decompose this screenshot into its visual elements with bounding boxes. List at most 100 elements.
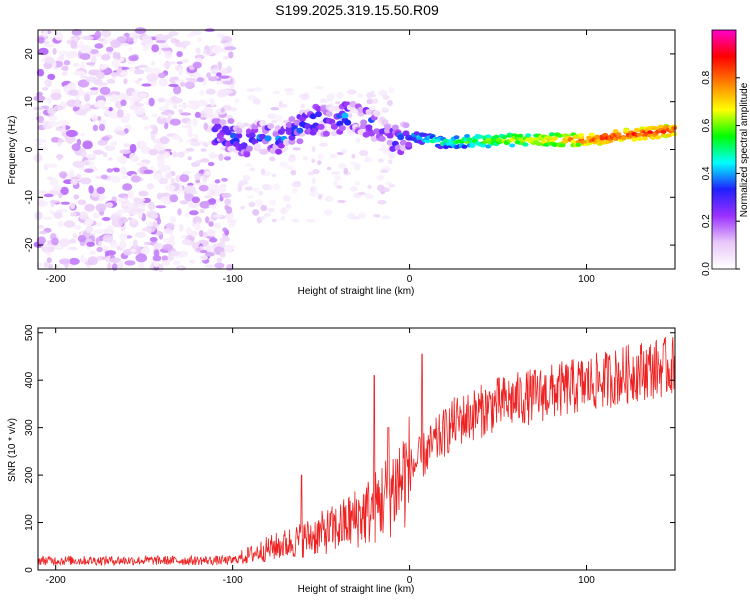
spectrogram-noise-blob [178,224,184,232]
spectrogram-noise-blob [79,211,89,220]
spectrogram-ridge-blob [227,118,235,124]
spectrogram-noise-blob [74,98,81,108]
spectrogram-noise-blob [246,195,255,199]
spectrogram-ridge-blob [442,145,449,150]
spectrogram-noise-blob [35,142,43,147]
spectrogram-noise-blob [110,39,122,48]
spectrogram-noise-blob [179,250,189,258]
spectrogram-ridge-blob [413,131,420,136]
spectrogram-noise-blob [138,92,148,98]
spectrogram-noise-blob [57,154,62,161]
spectrogram-noise-blob [249,167,255,172]
spectrogram-noise-blob [205,113,215,120]
spectrogram-noise-blob [163,227,174,235]
spectrogram-noise-blob [146,73,159,82]
spectrogram-noise-blob [53,211,63,219]
spectrogram-noise-blob [130,175,141,183]
spectrogram-ridge-blob [636,136,643,141]
spectrogram-noise-blob [60,186,69,196]
spectrogram-noise-blob [149,236,158,243]
spectrogram-noise-blob [348,112,353,119]
spectrogram-noise-blob [180,82,186,87]
spectrogram-noise-blob [157,217,161,225]
spectrogram-noise-blob [178,67,184,76]
spectrogram-noise-blob [261,168,266,176]
spectrogram-noise-blob [214,262,225,269]
spectrogram-noise-blob [330,171,341,175]
spectrogram-noise-blob [224,198,232,205]
spectrogram-noise-blob [70,176,80,180]
spectrogram-ridge-blob [660,129,667,134]
spectrogram-ridge-blob [397,134,405,141]
spectrogram-noise-blob [292,147,301,151]
spectrogram-noise-blob [82,35,94,41]
spectrogram-noise-blob [43,261,50,268]
spectrogram-noise-blob [165,172,173,180]
spectrogram-noise-blob [204,252,215,257]
spectrogram-noise-blob [71,143,81,152]
spectrogram-noise-blob [172,260,181,266]
spectrogram-ridge-blob [594,134,601,139]
spectrogram-noise-blob [172,85,182,95]
spectrogram-noise-blob [284,144,289,152]
spectrogram-noise-blob [44,44,56,48]
spectrogram-noise-blob [324,209,333,216]
spectrogram-noise-blob [192,216,202,225]
spectrogram-noise-blob [195,47,201,54]
spectrogram-noise-blob [42,29,48,37]
spectrogram-noise-blob [381,215,391,220]
spectrogram-ridge-blob [325,110,333,117]
spectrogram-ridge-blob [559,143,566,148]
spectrogram-noise-blob [228,51,234,59]
spectrogram-noise-blob [80,61,85,70]
spectrogram-noise-blob [178,137,184,143]
spectrogram-noise-blob [37,36,45,44]
spectrogram-noise-blob [94,43,104,49]
spectrogram-noise-blob [101,29,112,38]
spectrogram-noise-blob [47,97,52,105]
spectrogram-noise-blob [120,166,127,175]
spectrogram-ridge-blob [330,123,338,130]
spectrogram-noise-blob [205,88,216,95]
spectrogram-ridge-blob [562,139,569,144]
spectrogram-noise-blob [36,68,45,77]
spectrogram-noise-blob [86,241,95,247]
spectrogram-noise-blob [187,132,194,138]
spectrogram-noise-blob [69,169,74,177]
spectrogram-noise-blob [152,125,158,135]
spectrogram-noise-blob [47,264,54,269]
spectrogram-noise-blob [35,111,42,117]
spectrogram-ridge-blob [480,143,486,148]
spectrogram-noise-blob [216,33,225,39]
spectrogram-ridge-blob [671,132,678,137]
spectrogram-noise-blob [221,192,232,199]
x-tick-label: 0 [407,575,413,586]
spectrogram-noise-blob [110,141,118,146]
spectrogram-noise-blob [141,227,152,232]
spectrogram-noise-blob [107,157,113,161]
spectrogram-noise-blob [300,103,306,109]
spectrogram-noise-blob [99,64,108,70]
spectrogram-noise-blob [186,226,192,236]
spectrogram-ridge-blob [360,123,368,130]
spectrogram-noise-blob [133,68,145,75]
spectrogram-noise-blob [84,154,97,158]
spectrogram-noise-blob [291,188,298,194]
spectrogram-noise-blob [128,47,133,52]
spectrogram-ridge-blob [453,135,460,140]
spectrogram-noise-blob [182,43,187,49]
spectrogram-ridge-blob [384,123,391,130]
spectrogram-noise-blob [125,235,133,239]
spectrogram-noise-blob [319,98,328,103]
spectrogram-noise-blob [128,217,132,221]
spectrogram-noise-blob [357,93,363,98]
spectrogram-noise-blob [189,259,196,264]
y-tick-label: 200 [24,466,35,483]
spectrogram-noise-blob [149,213,158,219]
spectrogram-noise-blob [187,156,192,161]
spectrogram-noise-blob [68,257,80,265]
spectrogram-noise-blob [155,40,167,44]
spectrogram-noise-blob [169,194,179,203]
spectrogram-noise-blob [157,97,166,103]
spectrogram-noise-blob [380,187,390,193]
